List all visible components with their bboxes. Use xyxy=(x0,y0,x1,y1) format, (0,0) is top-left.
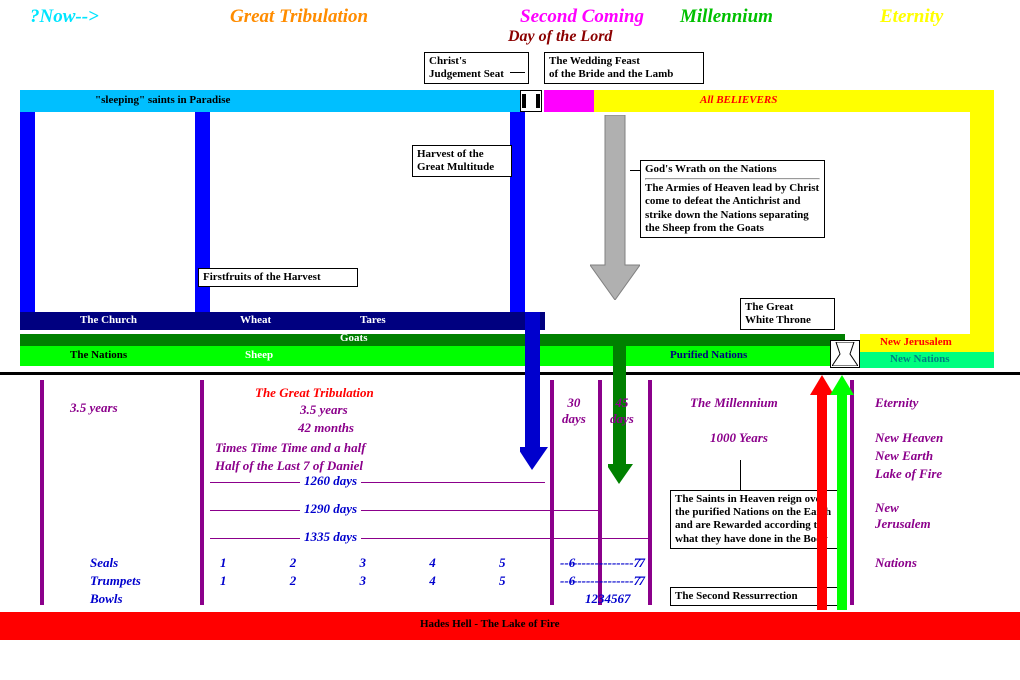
throne-shape xyxy=(832,342,858,366)
div-purple-4 xyxy=(598,380,602,605)
t-nat: Nations xyxy=(875,555,917,571)
bar-wedding xyxy=(544,90,594,112)
label-hades: Hades Hell - The Lake of Fire xyxy=(420,618,560,630)
box-harvest: Harvest of theGreat Multitude xyxy=(412,145,512,177)
label-nations: The Nations xyxy=(70,349,127,361)
t-1290: 1290 days xyxy=(300,501,361,517)
box-white-throne: The GreatWhite Throne xyxy=(740,298,835,330)
bowls-nums: 1234567 xyxy=(585,591,631,607)
label-purified: Purified Nations xyxy=(670,349,747,361)
bar-blue-v3 xyxy=(510,112,525,312)
t-35years: 3.5 years xyxy=(70,400,118,416)
header-day-of-lord: Day of the Lord xyxy=(508,28,612,46)
divider-black xyxy=(0,372,1020,375)
t-half: Half of the Last 7 of Daniel xyxy=(215,458,363,474)
line-1260 xyxy=(210,482,545,483)
box-judgement: Christ'sJudgement Seat xyxy=(424,52,529,84)
header-second-coming: Second Coming xyxy=(520,6,644,28)
label-goats: Goats xyxy=(340,332,368,344)
t-trib-title: The Great Tribulation xyxy=(255,385,374,401)
bar-goats xyxy=(20,334,845,346)
line-1335 xyxy=(210,538,648,539)
label-sheep: Sheep xyxy=(245,349,273,361)
bar-believers-top xyxy=(594,90,994,112)
label-new-nations: New Nations xyxy=(890,353,950,365)
conn-judgement xyxy=(510,72,525,73)
box-wedding: The Wedding Feastof the Bride and the La… xyxy=(544,52,704,84)
header-tribulation: Great Tribulation xyxy=(230,6,368,28)
t-30days: 30days xyxy=(562,395,586,427)
div-purple-3 xyxy=(550,380,554,605)
t-35: 3.5 years xyxy=(300,402,348,418)
label-church: The Church xyxy=(80,314,137,326)
label-wheat: Wheat xyxy=(240,314,271,326)
label-sleeping: "sleeping" saints in Paradise xyxy=(95,94,230,106)
arrow-green-up xyxy=(830,375,854,610)
t-nj: NewJerusalem xyxy=(875,500,931,532)
header-eternity: Eternity xyxy=(880,6,943,28)
seat-leg2 xyxy=(536,94,540,108)
t-eternity: Eternity xyxy=(875,395,918,411)
header-millennium: Millennium xyxy=(680,6,773,28)
line-1290 xyxy=(210,510,598,511)
t-1260: 1260 days xyxy=(300,473,361,489)
t-times: Times Time Time and a half xyxy=(215,440,366,456)
conn-saints xyxy=(740,460,741,490)
box-wrath: God's Wrath on the NationsThe Armies of … xyxy=(640,160,825,238)
t-bowls: Bowls xyxy=(90,591,123,607)
t-45days: 45days xyxy=(610,395,634,427)
bar-yellow-vertical xyxy=(970,90,994,340)
label-new-jerusalem: New Jerusalem xyxy=(880,336,952,348)
label-tares: Tares xyxy=(360,314,386,326)
seals-dash: -----------------7 xyxy=(560,555,640,571)
t-lof: Lake of Fire xyxy=(875,466,942,482)
t-42: 42 months xyxy=(298,420,354,436)
t-1000: 1000 Years xyxy=(710,430,768,446)
t-mill-title: The Millennium xyxy=(690,395,778,411)
t-1335: 1335 days xyxy=(300,529,361,545)
label-believers: All BELIEVERS xyxy=(700,94,777,106)
header-now: ?Now--> xyxy=(30,6,99,28)
div-purple-1 xyxy=(40,380,44,605)
t-newearth: New Earth xyxy=(875,448,933,464)
t-seals: Seals xyxy=(90,555,118,571)
bar-blue-v1 xyxy=(20,112,35,312)
t-newheaven: New Heaven xyxy=(875,430,943,446)
box-firstfruits: Firstfruits of the Harvest xyxy=(198,268,358,287)
seat-leg1 xyxy=(522,94,526,108)
arrow-blue-down xyxy=(520,312,550,472)
t-trumpets: Trumpets xyxy=(90,573,141,589)
trumpets-dash: -----------------7 xyxy=(560,573,640,589)
div-purple-2 xyxy=(200,380,204,605)
div-purple-5 xyxy=(648,380,652,605)
conn-wrath xyxy=(630,170,640,171)
arrow-gray-down xyxy=(590,115,640,300)
